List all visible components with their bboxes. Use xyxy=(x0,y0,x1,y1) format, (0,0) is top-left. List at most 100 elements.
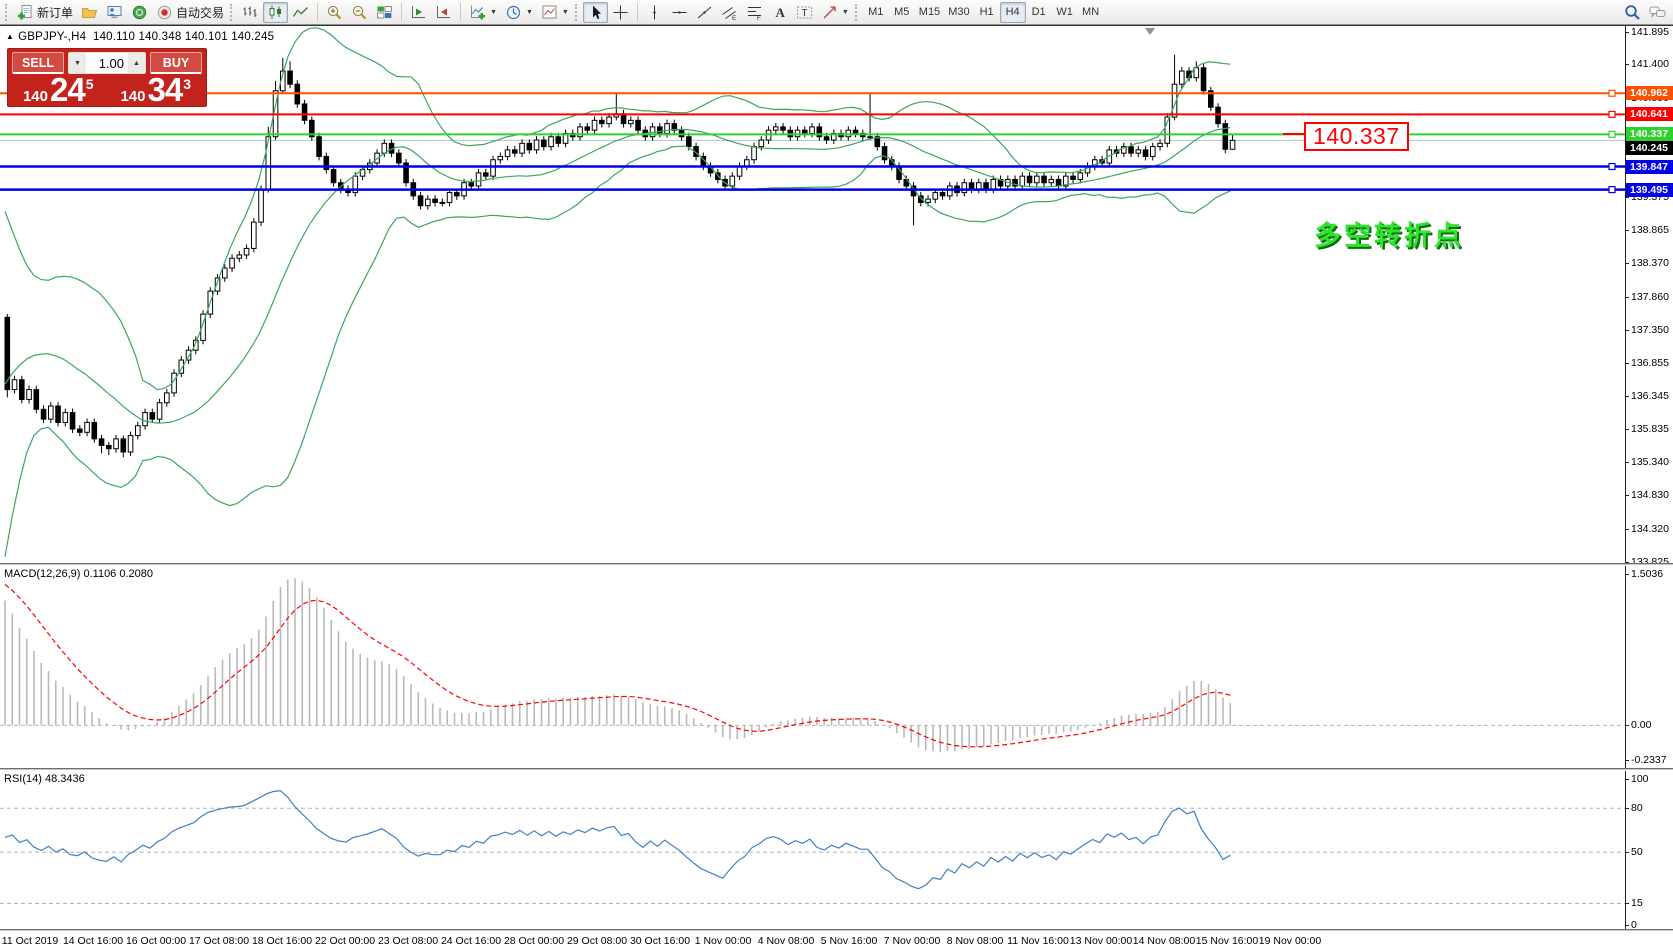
price-line-tag: 140.962 xyxy=(1626,86,1673,101)
time-axis-label: 28 Oct 00:00 xyxy=(503,935,565,947)
pane-separator[interactable] xyxy=(0,768,1673,771)
autotrading-button[interactable]: 自动交易 xyxy=(152,2,228,23)
chevron-down-icon[interactable]: ▼ xyxy=(841,8,849,16)
price-tick-label: 0 xyxy=(1631,918,1637,931)
trendline-icon xyxy=(696,4,713,21)
time-axis-label: 1 Nov 00:00 xyxy=(694,935,752,947)
templates-icon xyxy=(541,4,558,21)
toolbar-grip[interactable] xyxy=(854,3,859,21)
price-tick-label: 137.350 xyxy=(1631,323,1669,336)
trendline-button[interactable] xyxy=(692,2,717,23)
horizontal-line-object[interactable] xyxy=(0,110,1625,118)
toolbar-grip[interactable] xyxy=(230,3,234,21)
timeframe-m15-button[interactable]: M15 xyxy=(915,2,944,23)
axis-tick-mark xyxy=(1626,807,1629,809)
price-tick-label: 137.860 xyxy=(1631,290,1669,303)
timeframe-m30-button[interactable]: M30 xyxy=(944,2,973,23)
periods-button[interactable]: ▼ xyxy=(501,2,537,23)
zoom-in-button[interactable] xyxy=(322,2,347,23)
chart-shift-button[interactable] xyxy=(431,2,456,23)
zoom-out-button[interactable] xyxy=(347,2,372,23)
toolbar-separator xyxy=(460,3,462,21)
time-axis-label: 24 Oct 16:00 xyxy=(440,935,502,947)
sell-button[interactable]: SELL xyxy=(12,52,64,74)
axis-tick-mark xyxy=(1626,31,1629,33)
price-tick-label: 0.00 xyxy=(1631,718,1652,731)
text-button[interactable]: A xyxy=(767,2,792,23)
macd-plot-area[interactable] xyxy=(0,566,1625,768)
navigator-icon xyxy=(131,4,148,21)
timeframe-m5-button[interactable]: M5 xyxy=(889,2,915,23)
cursor-button[interactable] xyxy=(582,1,608,23)
buy-price-main: 34 xyxy=(147,71,184,108)
candle-chart-button[interactable] xyxy=(263,1,289,23)
toolbar-grip[interactable] xyxy=(5,3,9,21)
main-price-pane xyxy=(0,26,1625,563)
shapes-button[interactable]: ▼ xyxy=(817,2,853,23)
templates-button[interactable]: ▼ xyxy=(537,2,573,23)
label-button[interactable]: T xyxy=(792,2,817,23)
time-axis-label: 14 Nov 08:00 xyxy=(1132,935,1196,947)
buy-price[interactable]: 140 34 3 xyxy=(110,71,203,108)
navigator-button[interactable] xyxy=(127,2,152,23)
horizontal-line-button[interactable] xyxy=(667,2,692,23)
channel-button[interactable]: E xyxy=(717,2,742,23)
line-chart-button[interactable] xyxy=(288,2,313,23)
price-tick-label: 135.340 xyxy=(1631,456,1669,468)
price-axis[interactable]: 141.895141.400140.890140.385139.875139.3… xyxy=(1625,26,1673,931)
collapse-arrow-icon[interactable]: ▲ xyxy=(6,32,15,41)
toolbar-grip[interactable] xyxy=(574,3,579,21)
market-watch-icon xyxy=(106,4,123,21)
indicators-icon xyxy=(469,4,486,21)
chat-button[interactable] xyxy=(1645,2,1670,23)
hline-icon xyxy=(671,4,688,21)
horizontal-line-object[interactable] xyxy=(0,186,1625,194)
new-order-button[interactable]: 新订单 xyxy=(13,2,77,23)
market-watch-button[interactable] xyxy=(102,2,127,23)
price-callout-label[interactable]: 140.337 xyxy=(1304,122,1409,151)
volume-decrease-button[interactable]: ▼ xyxy=(69,53,86,73)
chat-icon xyxy=(1649,4,1666,21)
timeframe-h1-button[interactable]: H1 xyxy=(974,2,1000,23)
turning-point-annotation[interactable]: 多空转折点 xyxy=(1314,221,1464,251)
auto-scroll-button[interactable] xyxy=(406,2,431,23)
highlight-bar-annotation[interactable] xyxy=(1178,130,1281,139)
timeframe-h4-button[interactable]: H4 xyxy=(999,1,1026,23)
price-chart-plot-area[interactable] xyxy=(0,26,1625,563)
horizontal-line-object[interactable] xyxy=(0,89,1625,97)
price-tick-label: 15 xyxy=(1631,896,1643,909)
profiles-icon xyxy=(81,4,98,21)
timeframe-m1-button[interactable]: M1 xyxy=(863,2,889,23)
chevron-down-icon[interactable]: ▼ xyxy=(561,8,569,16)
chart-shift-marker[interactable] xyxy=(1145,28,1155,35)
rsi-plot-area[interactable] xyxy=(0,771,1625,929)
fibonacci-button[interactable]: F xyxy=(742,2,767,23)
volume-increase-button[interactable]: ▲ xyxy=(128,53,145,73)
tile-windows-button[interactable] xyxy=(372,2,397,23)
buy-button[interactable]: BUY xyxy=(150,52,202,74)
new-order-button-label: 新订单 xyxy=(37,5,74,20)
zoom-out-icon xyxy=(351,4,368,21)
horizontal-line-object[interactable] xyxy=(0,162,1625,171)
volume-input[interactable] xyxy=(86,53,128,73)
crosshair-button[interactable] xyxy=(608,2,633,23)
macd-signal-line xyxy=(4,584,1231,748)
profiles-button[interactable] xyxy=(77,2,102,23)
timeframe-h1-button-label: H1 xyxy=(979,6,994,18)
chevron-down-icon[interactable]: ▼ xyxy=(490,8,497,16)
timeframe-w1-button-label: W1 xyxy=(1056,6,1073,18)
bar-chart-button[interactable] xyxy=(238,2,263,23)
search-button[interactable] xyxy=(1620,2,1645,23)
indicators-button[interactable]: ▼ xyxy=(465,2,501,23)
timeframe-d1-button[interactable]: D1 xyxy=(1026,2,1052,23)
vertical-line-button[interactable] xyxy=(642,2,667,23)
pane-separator[interactable] xyxy=(0,563,1673,566)
sell-price[interactable]: 140 24 5 xyxy=(12,73,105,106)
chevron-down-icon[interactable]: ▼ xyxy=(525,8,533,16)
timeframe-mn-button[interactable]: MN xyxy=(1078,2,1104,23)
timeframe-w1-button[interactable]: W1 xyxy=(1052,2,1078,23)
main-toolbar: 新订单 自动交易 ▼ ▼ ▼ E F A T ▼ M1 M5 M15 M30 H1 H4 D1 W1 MN xyxy=(0,0,1673,25)
price-tick-label: 141.895 xyxy=(1631,25,1669,38)
time-axis[interactable]: 11 Oct 2019 14 Oct 16:00 16 Oct 00:00 17 Oc… xyxy=(0,931,1673,951)
